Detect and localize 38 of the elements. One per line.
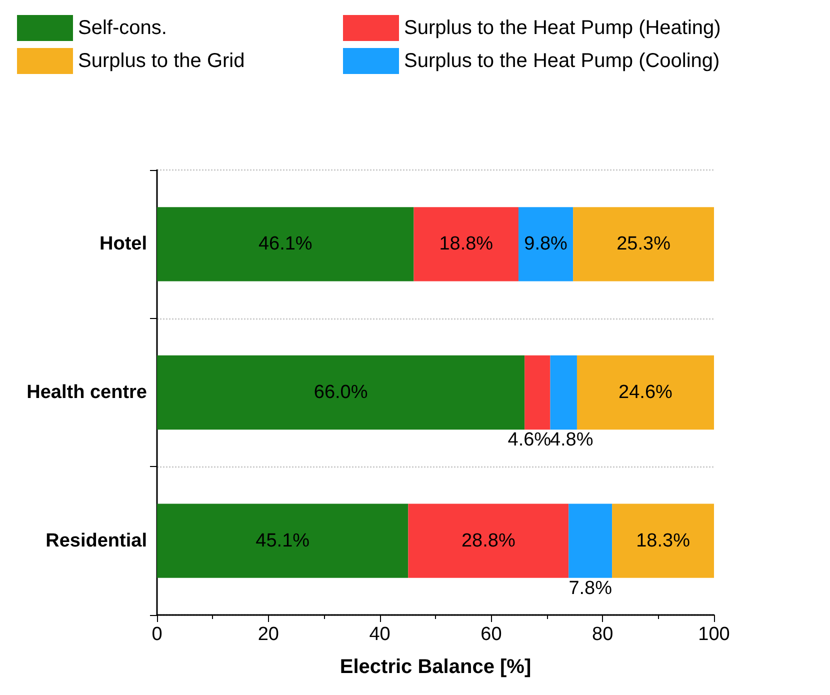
x-tick-label: 20 [258, 624, 279, 645]
data-label: 9.8% [524, 234, 568, 255]
legend-label: Surplus to the Heat Pump (Cooling) [404, 50, 720, 72]
bar [612, 504, 714, 578]
x-tick-label: 60 [480, 624, 502, 645]
x-tick-label: 100 [698, 624, 730, 645]
bar [157, 207, 414, 282]
bar [573, 207, 714, 282]
bar [414, 207, 518, 282]
legend-label: Self-cons. [78, 17, 167, 39]
data-label: 66.0% [314, 382, 368, 403]
data-label: 7.8% [568, 578, 612, 599]
bar [518, 207, 574, 282]
y-tick-label: Residential [46, 530, 147, 552]
bar [408, 504, 569, 578]
bar [157, 355, 525, 430]
x-tick-label: 80 [592, 624, 614, 645]
data-label: 24.6% [618, 382, 673, 403]
data-label: 46.1% [258, 234, 312, 255]
bar [568, 504, 612, 578]
x-tick-label: 0 [152, 624, 162, 645]
data-label: 25.3% [616, 234, 671, 255]
y-tick-label: Health centre [26, 382, 147, 403]
y-tick-label: Hotel [100, 234, 147, 255]
x-axis-title: Electric Balance [%] [340, 656, 532, 678]
x-tick-label: 40 [369, 624, 390, 645]
data-label: 18.3% [636, 530, 690, 552]
bar [157, 504, 408, 578]
data-label: 28.8% [461, 530, 516, 552]
bar [550, 355, 577, 430]
legend-label: Surplus to the Heat Pump (Heating) [404, 17, 721, 39]
bar [524, 355, 550, 430]
data-label: 45.1% [256, 530, 310, 552]
data-label: 4.8% [550, 430, 594, 451]
legend-label: Surplus to the Grid [78, 50, 245, 72]
data-label: 4.6% [508, 430, 552, 451]
bar [576, 355, 714, 430]
data-label: 18.8% [439, 234, 494, 255]
